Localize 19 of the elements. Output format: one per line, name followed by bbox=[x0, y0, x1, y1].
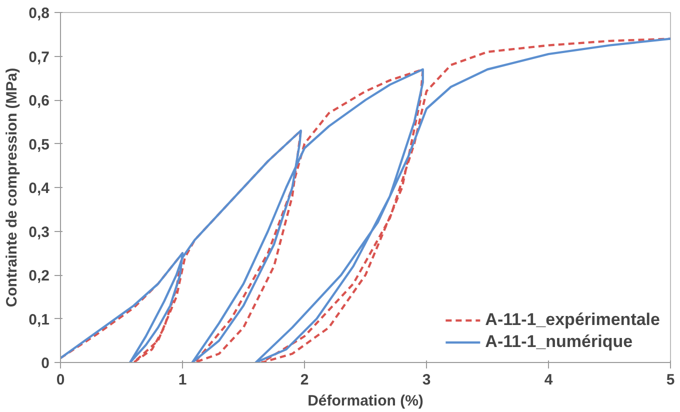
y-tick-label: 0,6 bbox=[28, 92, 50, 110]
x-tick-label: 3 bbox=[422, 372, 431, 388]
x-axis-title: Déformation (%) bbox=[308, 392, 424, 410]
y-tick-label: 0,4 bbox=[28, 180, 50, 197]
y-tick-label: 0,7 bbox=[28, 48, 50, 66]
x-tick-label: 1 bbox=[178, 372, 187, 388]
y-tick-label: 0 bbox=[41, 355, 50, 372]
legend-label: A-11-1_numérique bbox=[485, 332, 633, 352]
y-tick-label: 0,5 bbox=[28, 136, 50, 154]
x-tick-label: 2 bbox=[300, 372, 309, 388]
x-tick-label: 5 bbox=[666, 372, 675, 388]
x-tick-label: 0 bbox=[56, 372, 65, 388]
y-tick-label: 0,3 bbox=[28, 224, 50, 241]
legend-label: A-11-1_expérimentale bbox=[485, 310, 660, 330]
y-tick-label: 0,2 bbox=[28, 268, 50, 284]
y-axis-title: Contrainte de compression (MPa) bbox=[4, 68, 21, 308]
y-tick-label: 0,1 bbox=[28, 311, 50, 328]
x-tick-label: 4 bbox=[544, 372, 554, 388]
y-tick-label: 0,8 bbox=[28, 5, 50, 22]
